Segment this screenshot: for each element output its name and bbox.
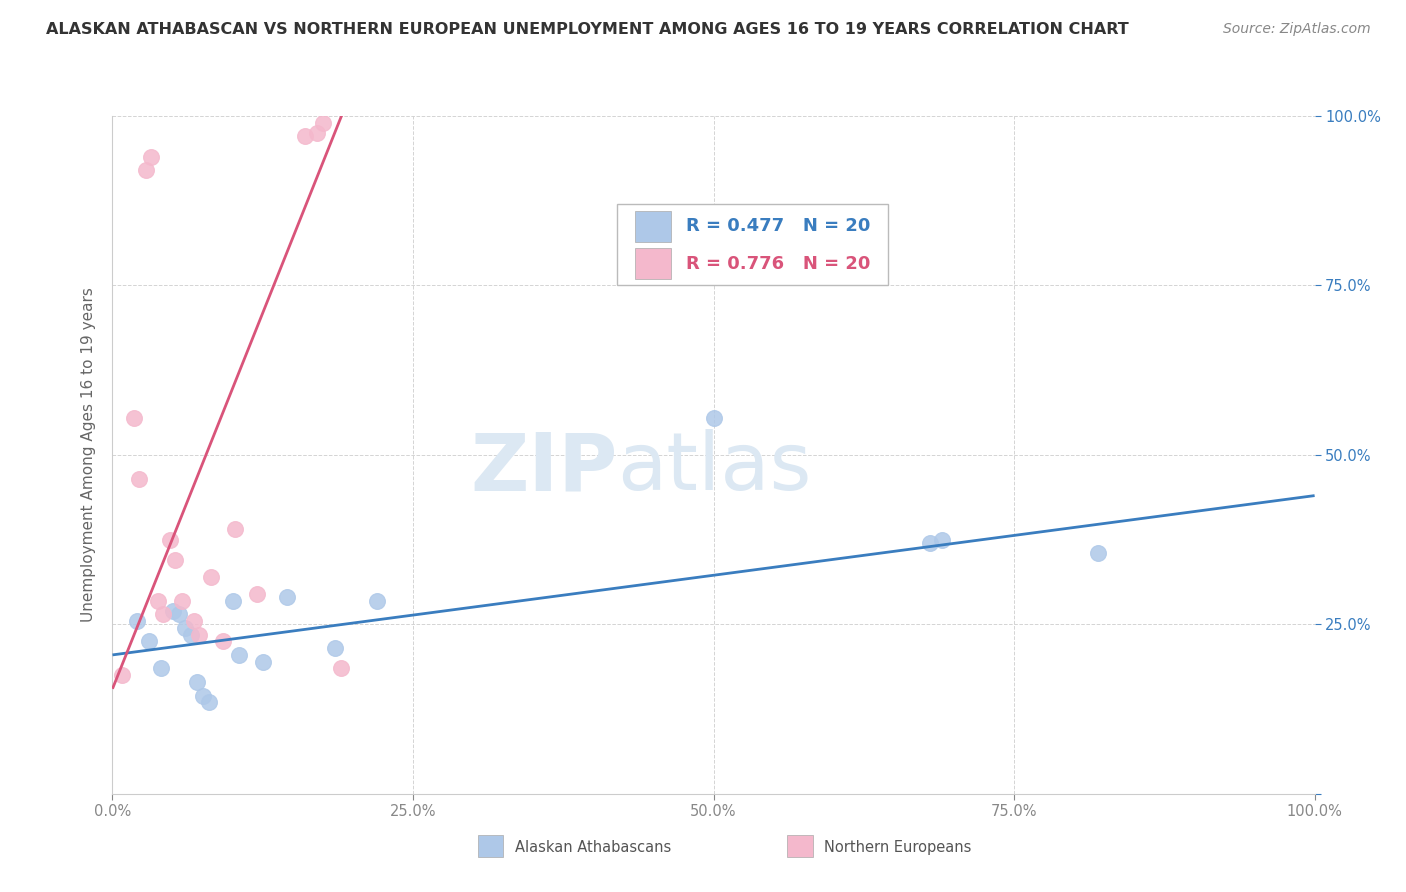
Point [139, 150, 162, 164]
Point [366, 593, 388, 607]
Point [200, 570, 222, 584]
Point [252, 655, 274, 669]
Point [167, 607, 190, 622]
Text: R = 0.776   N = 20: R = 0.776 N = 20 [686, 255, 870, 273]
Text: atlas: atlas [617, 429, 811, 508]
Point [159, 533, 181, 547]
Point [931, 533, 953, 547]
Point [191, 689, 214, 703]
Point [163, 553, 186, 567]
Point [224, 523, 246, 537]
Text: ALASKAN ATHABASCAN VS NORTHERN EUROPEAN UNEMPLOYMENT AMONG AGES 16 TO 19 YEARS C: ALASKAN ATHABASCAN VS NORTHERN EUROPEAN … [46, 22, 1129, 37]
Point [146, 593, 169, 607]
Point [183, 614, 205, 628]
Point [918, 536, 941, 550]
FancyBboxPatch shape [636, 249, 672, 279]
FancyBboxPatch shape [617, 204, 887, 285]
Point [294, 129, 316, 144]
Text: Source: ZipAtlas.com: Source: ZipAtlas.com [1223, 22, 1371, 37]
Point [186, 675, 208, 690]
Point [128, 472, 150, 486]
Point [329, 661, 352, 675]
Text: Alaskan Athabascans: Alaskan Athabascans [515, 840, 671, 855]
Point [188, 627, 211, 641]
Point [173, 621, 195, 635]
Point [152, 607, 174, 622]
Point [138, 634, 160, 648]
Point [246, 587, 269, 601]
Point [162, 604, 184, 618]
Point [1087, 546, 1109, 560]
Point [212, 634, 235, 648]
Y-axis label: Unemployment Among Ages 16 to 19 years: Unemployment Among Ages 16 to 19 years [80, 287, 96, 623]
Point [180, 627, 202, 641]
Point [305, 126, 328, 140]
Point [228, 648, 250, 662]
FancyBboxPatch shape [636, 211, 672, 242]
Text: R = 0.477   N = 20: R = 0.477 N = 20 [686, 218, 870, 235]
Point [276, 591, 298, 605]
Point [135, 163, 157, 178]
Point [197, 695, 219, 709]
Point [149, 661, 172, 675]
Point [125, 614, 148, 628]
Point [172, 593, 194, 607]
Point [702, 410, 725, 425]
Point [122, 410, 145, 425]
Text: Northern Europeans: Northern Europeans [824, 840, 972, 855]
Point [323, 641, 346, 656]
Text: ZIP: ZIP [470, 429, 617, 508]
Point [312, 116, 335, 130]
Point [111, 668, 134, 682]
Point [222, 593, 245, 607]
